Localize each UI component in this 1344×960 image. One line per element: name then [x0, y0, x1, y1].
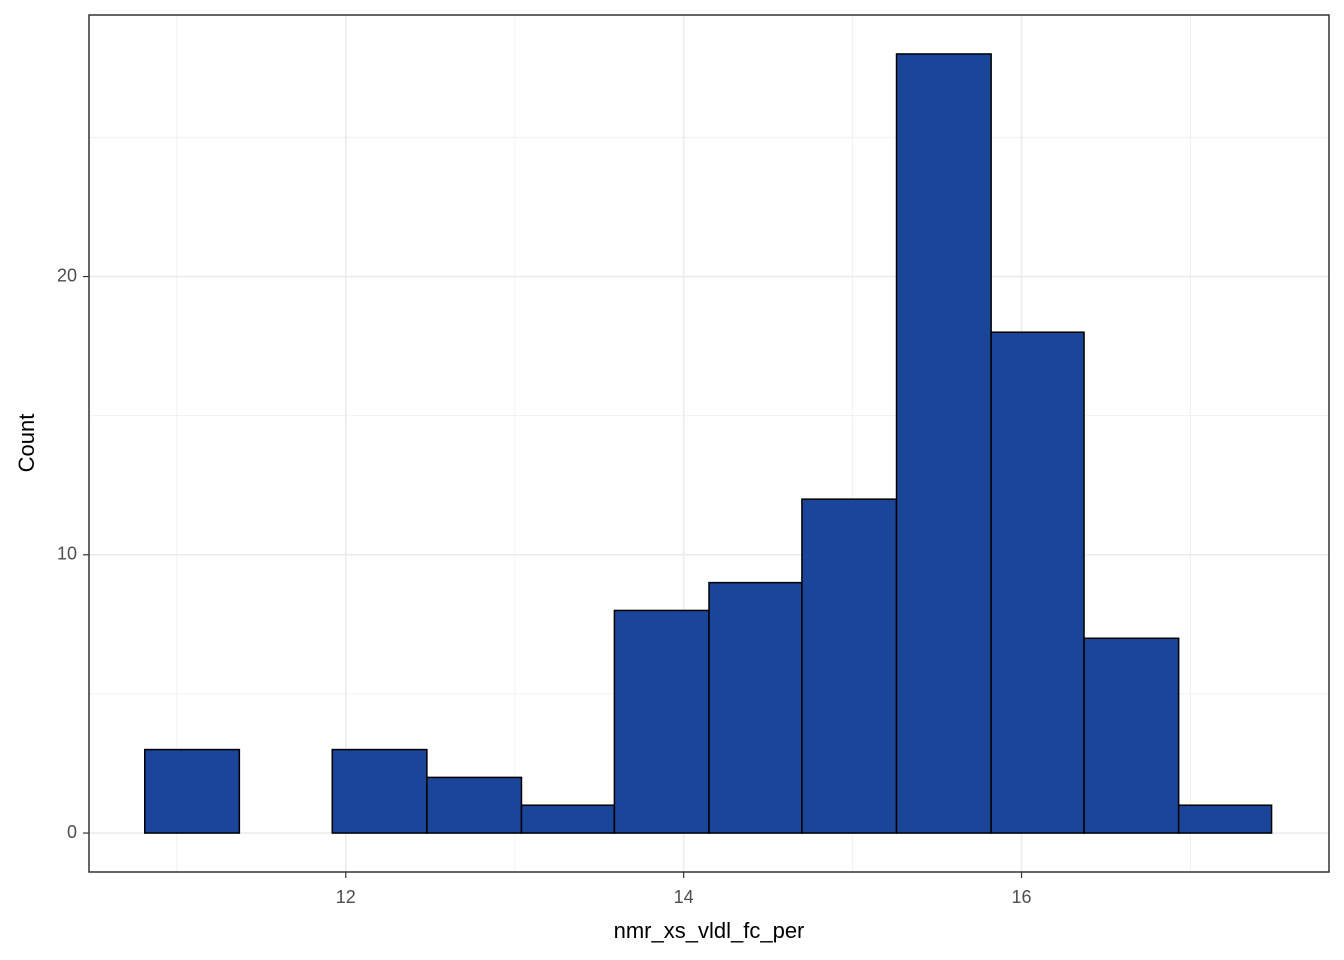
- x-tick-label: 16: [1012, 887, 1032, 907]
- bar: [520, 804, 616, 834]
- bar: [801, 498, 898, 834]
- panel-border: [88, 14, 1330, 873]
- bar: [895, 53, 992, 834]
- bar: [990, 331, 1085, 834]
- bar: [613, 609, 710, 834]
- y-tick-label: 0: [67, 822, 77, 842]
- y-tick-label: 10: [57, 544, 77, 564]
- y-axis-label: Count: [14, 414, 39, 473]
- bar: [331, 748, 428, 834]
- bar: [1177, 804, 1273, 834]
- x-tick-label: 14: [674, 887, 694, 907]
- bar: [708, 581, 803, 834]
- x-axis-label: nmr_xs_vldl_fc_per: [614, 918, 805, 943]
- bar: [143, 748, 241, 834]
- bar: [426, 776, 523, 834]
- bar: [1083, 637, 1180, 834]
- x-tick-label: 12: [336, 887, 356, 907]
- y-tick-label: 20: [57, 265, 77, 285]
